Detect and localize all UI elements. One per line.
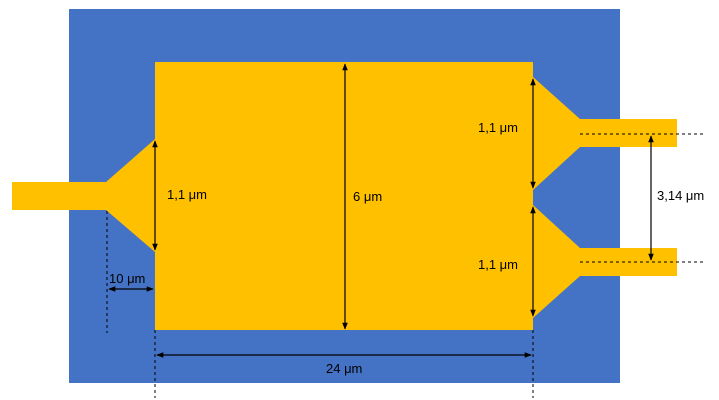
reference-lines [106,133,704,398]
dimension-arrows [108,63,654,358]
label-taper-length: 10 μm [109,271,145,286]
label-right-lower-taper-width: 1,1 μm [478,257,518,272]
label-body-length: 24 μm [326,361,362,376]
label-body-height: 6 μm [353,189,382,204]
label-right-upper-taper-width: 1,1 μm [478,120,518,135]
label-left-taper-width: 1,1 μm [167,187,207,202]
mmi-body [155,62,533,330]
input-waveguide-taper [12,139,155,252]
label-port-spacing: 3,14 μm [657,188,704,203]
